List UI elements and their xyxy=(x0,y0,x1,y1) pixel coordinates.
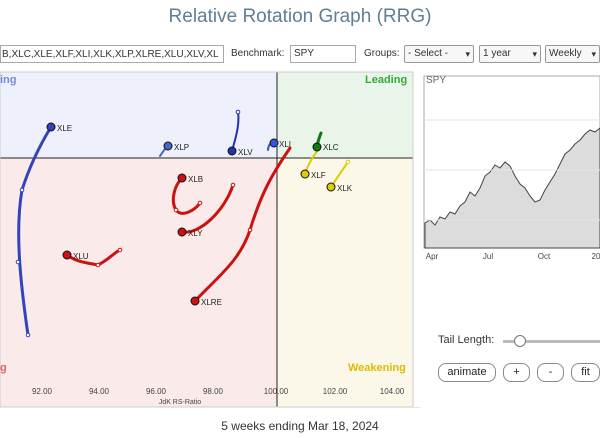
price-x-axis: Apr Jul Oct 20 xyxy=(426,252,600,261)
xlu-label: XLU xyxy=(73,252,89,261)
groups-select-value: - Select - xyxy=(408,48,449,59)
tail-points xyxy=(15,109,351,338)
tail-point xyxy=(25,332,31,338)
xlp-marker[interactable] xyxy=(163,141,173,151)
x-tick: 102.00 xyxy=(323,387,348,396)
date-range-footer: 5 weeks ending Mar 18, 2024 xyxy=(221,419,379,433)
xly-tail xyxy=(180,183,235,234)
weakening-label: Weakening xyxy=(348,362,406,374)
xli-label: XLI xyxy=(279,140,291,149)
chevron-down-icon: ▾ xyxy=(532,49,537,59)
improving-quadrant xyxy=(0,72,277,158)
interval-select[interactable]: Weekly ▾ xyxy=(545,45,600,63)
control-bar: B,XLC,XLE,XLF,XLI,XLK,XLP,XLRE,XLU,XLV,X… xyxy=(0,45,600,65)
xlv-marker[interactable] xyxy=(227,146,237,156)
x-tick: 98.00 xyxy=(203,387,224,396)
xlk-marker[interactable] xyxy=(326,182,336,192)
xlf-marker[interactable] xyxy=(300,169,310,179)
security-heads: XLE XLP XLV XLI XLC XLF XLK XLB XLY XLU … xyxy=(46,122,353,307)
tail-length-slider-handle[interactable] xyxy=(514,335,526,347)
symbols-input[interactable]: B,XLC,XLE,XLF,XLI,XLK,XLP,XLRE,XLU,XLV,X… xyxy=(0,45,224,63)
lagging-quadrant xyxy=(0,158,277,407)
groups-label: Groups: xyxy=(364,48,400,59)
x-tick: 92.00 xyxy=(32,387,53,396)
leading-quadrant xyxy=(277,72,413,158)
price-x-tick: Oct xyxy=(538,252,551,261)
xlc-marker[interactable] xyxy=(312,142,322,152)
chevron-down-icon: ▾ xyxy=(591,49,596,59)
xle-tail xyxy=(17,125,53,337)
page-title: Relative Rotation Graph (RRG) xyxy=(168,6,432,27)
benchmark-label: Benchmark: xyxy=(231,48,285,59)
xlf-label: XLF xyxy=(311,171,326,180)
x-tick: 100.00 xyxy=(264,387,289,396)
tail-point xyxy=(197,200,203,206)
xlc-label: XLC xyxy=(323,143,339,152)
price-gridlines xyxy=(424,119,600,221)
tail-point xyxy=(173,207,179,213)
xlb-label: XLB xyxy=(188,175,203,184)
tail-point xyxy=(15,259,21,265)
divider xyxy=(0,407,420,408)
tail-point xyxy=(247,227,253,233)
x-axis: 92.00 94.00 96.00 98.00 100.00 102.00 10… xyxy=(32,387,405,406)
x-tick: 104.00 xyxy=(380,387,405,396)
price-symbol: SPY xyxy=(426,75,446,86)
xlre-marker[interactable] xyxy=(190,296,200,306)
zoom-in-button[interactable]: + xyxy=(503,363,530,382)
tail-length-label: Tail Length: xyxy=(438,334,495,346)
tail-length-track[interactable] xyxy=(503,340,600,343)
xlp-label: XLP xyxy=(174,143,189,152)
price-chart: SPY Apr Jul Oct 20 xyxy=(420,70,600,265)
fit-button[interactable]: fit xyxy=(571,363,600,382)
price-x-tick: Apr xyxy=(426,252,439,261)
period-select-value: 1 year xyxy=(483,48,511,59)
benchmark-input[interactable]: SPY xyxy=(290,45,356,63)
xly-label: XLY xyxy=(188,229,203,238)
period-select[interactable]: 1 year ▾ xyxy=(479,45,541,63)
xle-label: XLE xyxy=(57,124,72,133)
tail-point xyxy=(117,247,123,253)
xlre-label: XLRE xyxy=(201,298,222,307)
interval-select-value: Weekly xyxy=(549,48,582,59)
tail-point xyxy=(19,187,25,193)
xli-marker[interactable] xyxy=(269,138,279,148)
xlv-label: XLV xyxy=(238,148,253,157)
xlb-marker[interactable] xyxy=(177,173,187,183)
tail-point xyxy=(95,262,101,268)
leading-label: Leading xyxy=(365,74,407,86)
x-tick: 96.00 xyxy=(146,387,167,396)
chevron-down-icon: ▾ xyxy=(465,49,470,59)
price-x-tick: Jul xyxy=(483,252,493,261)
price-area xyxy=(424,127,600,249)
xlk-label: XLK xyxy=(337,184,353,193)
xle-marker[interactable] xyxy=(46,122,56,132)
tail-point xyxy=(235,109,241,115)
plot-border xyxy=(0,71,414,407)
tail-point xyxy=(230,182,236,188)
xly-marker[interactable] xyxy=(177,227,187,237)
rrg-chart: Leading ing Weakening g XLE XLP xyxy=(0,71,414,407)
lagging-label: g xyxy=(0,362,7,374)
weakening-quadrant xyxy=(277,158,413,407)
xlu-marker[interactable] xyxy=(62,250,72,260)
improving-label: ing xyxy=(0,74,17,86)
groups-select[interactable]: - Select - ▾ xyxy=(404,45,474,63)
tail-point xyxy=(345,159,351,165)
price-x-tick: 20 xyxy=(592,252,600,261)
zoom-out-button[interactable]: - xyxy=(537,363,564,382)
x-axis-label: JdK RS-Ratio xyxy=(159,399,202,406)
animate-button[interactable]: animate xyxy=(438,363,496,382)
x-tick: 94.00 xyxy=(89,387,110,396)
